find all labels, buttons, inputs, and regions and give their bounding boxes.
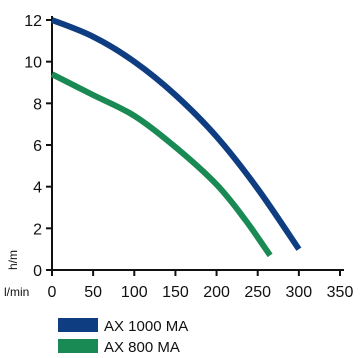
y-tick-label: 6 (33, 138, 42, 155)
x-tick-label: 300 (286, 284, 313, 301)
y-tick-label: 2 (33, 221, 42, 238)
x-tick-label: 250 (244, 284, 271, 301)
axes: 0 2 4 6 8 10 12 0 50 100 150 200 250 300 350 h/m l/min (4, 13, 353, 301)
series-line-ax-800-ma (50, 71, 273, 258)
legend-swatch (58, 318, 98, 332)
y-tick-label: 12 (24, 13, 42, 30)
legend: AX 1000 MA AX 800 MA (58, 318, 188, 356)
legend-label: AX 800 MA (104, 339, 180, 356)
legend-label: AX 1000 MA (104, 318, 188, 335)
y-tick-label: 0 (33, 263, 42, 280)
y-axis-label: h/m (6, 250, 20, 270)
y-tick-label: 10 (24, 55, 42, 72)
x-tick-label: 100 (121, 284, 148, 301)
x-axis-label: l/min (4, 285, 29, 299)
series-lines (50, 17, 302, 258)
y-tick-label: 8 (33, 96, 42, 113)
x-tick-label: 150 (162, 284, 189, 301)
x-tick-label: 350 (327, 284, 354, 301)
x-tick-label: 0 (48, 284, 57, 301)
legend-swatch (58, 339, 98, 353)
x-tick-label: 200 (203, 284, 230, 301)
series-line-ax-1000-ma (50, 17, 302, 251)
y-tick-label: 4 (33, 180, 42, 197)
x-tick-label: 50 (84, 284, 102, 301)
